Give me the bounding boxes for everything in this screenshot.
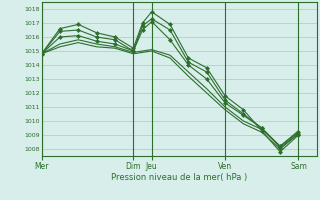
- X-axis label: Pression niveau de la mer( hPa ): Pression niveau de la mer( hPa ): [111, 173, 247, 182]
